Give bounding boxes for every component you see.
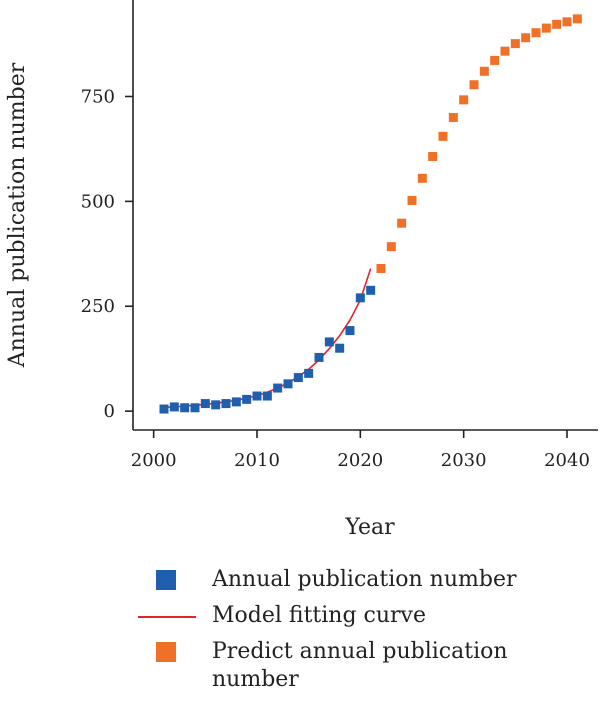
observed-point xyxy=(159,404,169,414)
x-tick-label: 2030 xyxy=(441,450,487,471)
predicted-point xyxy=(428,151,438,161)
observed-point xyxy=(190,403,200,413)
predicted-point xyxy=(479,66,489,76)
legend-item-observed: Annual publication number xyxy=(150,566,590,594)
predicted-point xyxy=(572,14,582,24)
predicted-point xyxy=(521,33,531,43)
observed-point xyxy=(345,326,355,336)
x-tick-label: 2010 xyxy=(234,450,280,471)
legend-item-predict: Predict annual publication number xyxy=(150,638,590,694)
predicted-point xyxy=(541,23,551,33)
predicted-point xyxy=(376,263,386,273)
y-tick-label: 500 xyxy=(81,191,115,212)
x-tick-label: 2020 xyxy=(337,450,383,471)
legend-marker-fit xyxy=(138,616,196,618)
predicted-point xyxy=(469,80,479,90)
observed-point xyxy=(335,343,345,353)
observed-point xyxy=(169,402,179,412)
predicted-point xyxy=(417,173,427,183)
predicted-point xyxy=(397,218,407,228)
legend-swatch-predict xyxy=(150,638,202,666)
predicted-point xyxy=(562,17,572,27)
legend-item-fit: Model fitting curve xyxy=(138,602,590,630)
predicted-point xyxy=(552,19,562,29)
legend-swatch-observed xyxy=(150,566,202,594)
observed-point xyxy=(324,337,334,347)
observed-point xyxy=(304,368,314,378)
observed-point xyxy=(231,397,241,407)
legend-label-predict: Predict annual publication number xyxy=(212,639,508,692)
legend-label-fit: Model fitting curve xyxy=(212,603,426,628)
predicted-point xyxy=(459,95,469,105)
observed-point xyxy=(366,285,376,295)
axes xyxy=(132,0,598,431)
predicted-point xyxy=(500,46,510,56)
observed-point xyxy=(200,399,210,409)
x-axis-label: Year xyxy=(344,515,395,540)
y-axis-label: Annual publication number xyxy=(5,62,30,368)
predicted-point xyxy=(510,39,520,49)
predicted-point xyxy=(407,196,417,206)
x-tick-label: 2000 xyxy=(131,450,177,471)
predicted-point xyxy=(490,55,500,65)
y-tick-label: 250 xyxy=(81,296,115,317)
predicted-point xyxy=(448,112,458,122)
x-tick-label: 2040 xyxy=(544,450,590,471)
observed-point xyxy=(355,293,365,303)
legend-marker-observed xyxy=(156,570,176,590)
series-layer xyxy=(159,14,582,414)
predicted-point xyxy=(386,242,396,252)
observed-point xyxy=(221,399,231,409)
predicted-point xyxy=(438,131,448,141)
observed-point xyxy=(293,373,303,383)
observed-point xyxy=(283,379,293,389)
y-tick-label: 0 xyxy=(104,401,115,422)
y-tick-label: 750 xyxy=(81,86,115,107)
observed-point xyxy=(180,403,190,413)
observed-point xyxy=(273,383,283,393)
y-ticks: 0 250 500 750 xyxy=(81,86,133,422)
legend-marker-predict xyxy=(156,642,176,662)
legend-label-observed: Annual publication number xyxy=(212,567,517,592)
chart: 0 250 500 750 2000 2010 2020 2030 2040 Annual p… xyxy=(5,0,598,540)
observed-point xyxy=(262,391,272,401)
legend-swatch-fit xyxy=(138,602,202,630)
fit-curve-line xyxy=(163,268,372,409)
observed-point xyxy=(242,394,252,404)
observed-point xyxy=(211,400,221,410)
legend: Annual publication number Model fitting … xyxy=(138,566,590,702)
x-ticks: 2000 2010 2020 2030 2040 xyxy=(131,430,590,471)
observed-point xyxy=(314,352,324,362)
observed-point xyxy=(252,391,262,401)
predicted-point xyxy=(531,28,541,38)
